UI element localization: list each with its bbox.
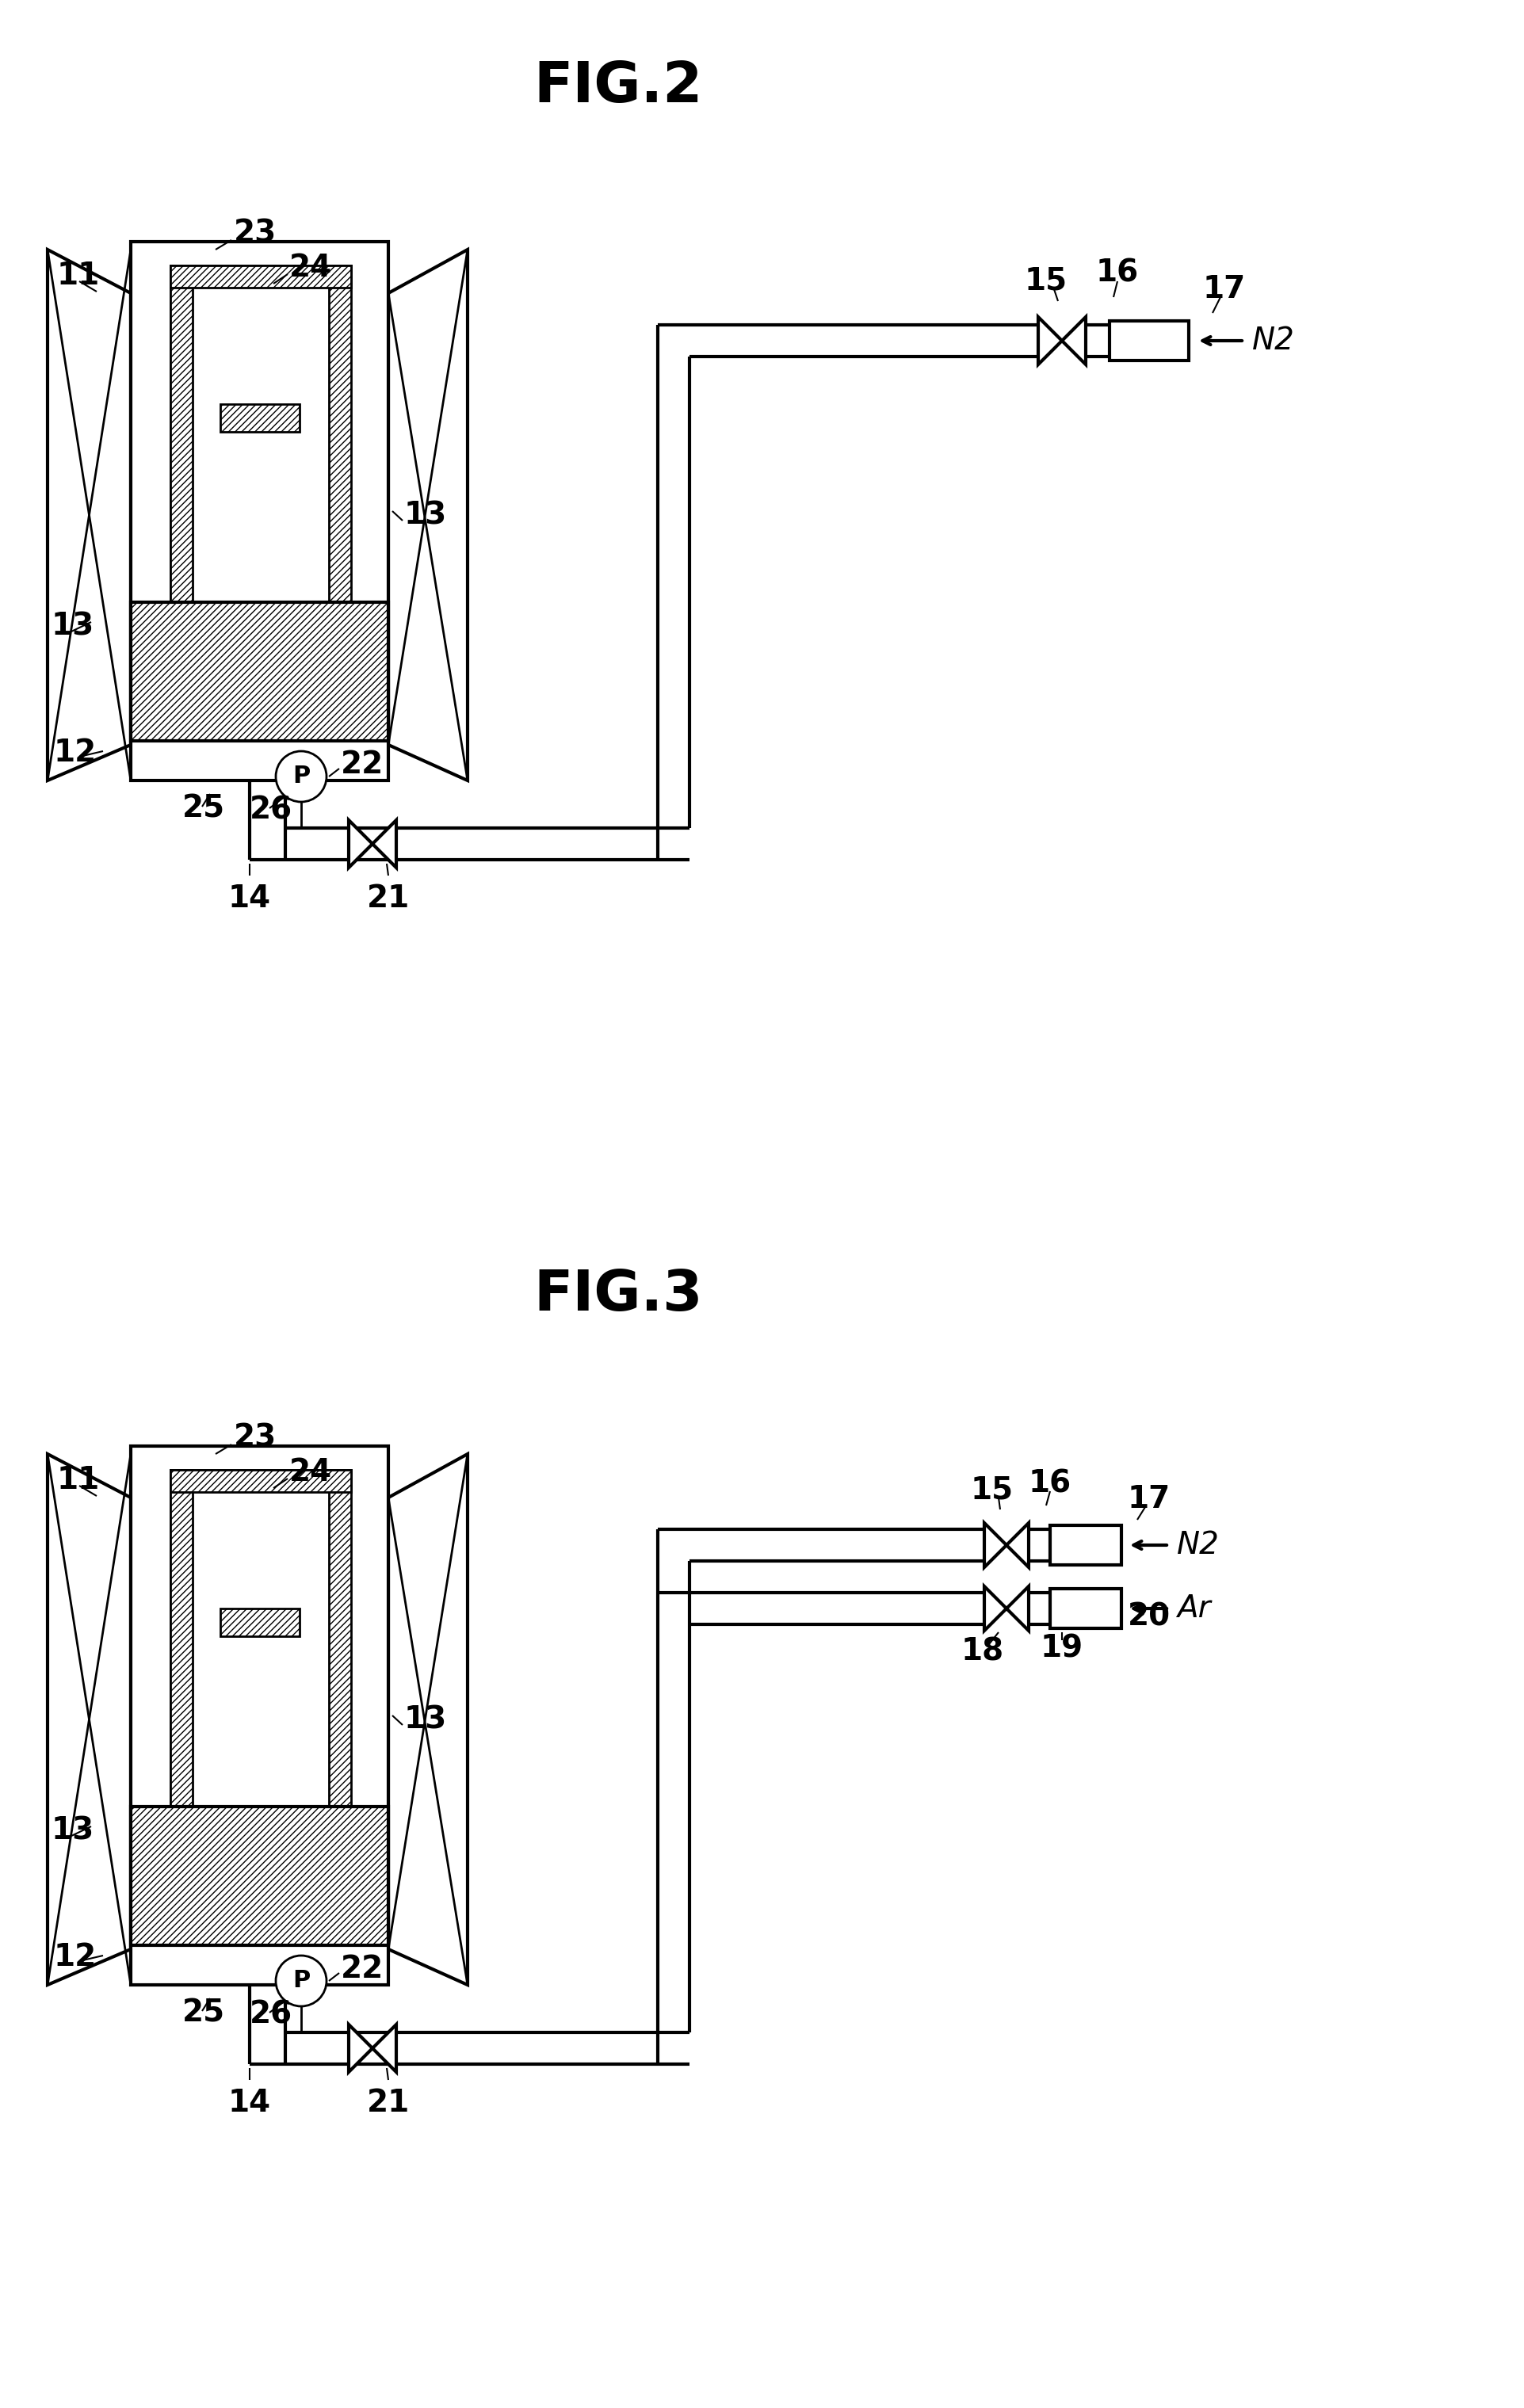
Text: 26: 26	[250, 2001, 293, 2030]
Text: N2: N2	[1177, 1529, 1219, 1560]
Bar	[131, 241, 389, 780]
Polygon shape	[372, 821, 396, 867]
Polygon shape	[389, 250, 468, 780]
Text: 17: 17	[1128, 1483, 1170, 1515]
Text: 12: 12	[53, 1943, 98, 1972]
Polygon shape	[1038, 318, 1061, 364]
Text: Ar: Ar	[1177, 1594, 1210, 1623]
Polygon shape	[372, 2025, 396, 2071]
Text: 13: 13	[52, 612, 94, 641]
Text: 21: 21	[367, 884, 410, 913]
Text: FIG.2: FIG.2	[533, 60, 703, 113]
Text: 26: 26	[250, 795, 293, 826]
Text: 12: 12	[53, 737, 98, 768]
Text: P: P	[293, 766, 309, 787]
Polygon shape	[1061, 318, 1085, 364]
Text: 13: 13	[404, 1705, 447, 1734]
Polygon shape	[47, 1454, 131, 1984]
Text: 18: 18	[960, 1637, 1004, 1666]
Text: 22: 22	[340, 749, 384, 780]
Text: 13: 13	[52, 1816, 94, 1845]
Bar	[219, 405, 299, 431]
Polygon shape	[349, 821, 372, 867]
Text: 19: 19	[1039, 1633, 1084, 1664]
Bar	[171, 1469, 349, 1866]
Text: 23: 23	[233, 219, 277, 248]
Text: P: P	[293, 1970, 309, 1991]
Text: 25: 25	[183, 1999, 226, 2028]
Text: 17: 17	[1202, 275, 1245, 303]
Polygon shape	[349, 2025, 372, 2071]
Polygon shape	[1006, 1522, 1029, 1568]
Text: 25: 25	[183, 792, 226, 824]
Bar	[329, 1469, 351, 1866]
Bar	[171, 265, 349, 662]
Bar	[171, 265, 192, 662]
Text: FIG.3: FIG.3	[533, 1267, 703, 1322]
Bar	[171, 265, 351, 287]
Polygon shape	[1006, 1587, 1029, 1630]
Bar	[1050, 1524, 1120, 1565]
Bar	[1050, 1589, 1120, 1628]
Circle shape	[276, 751, 326, 802]
Text: 22: 22	[340, 1953, 384, 1984]
Text: 24: 24	[290, 1457, 332, 1488]
Bar	[131, 1806, 389, 1946]
Text: 13: 13	[404, 501, 447, 530]
Text: 14: 14	[229, 2088, 271, 2119]
Text: N2: N2	[1251, 325, 1294, 356]
Text: 11: 11	[56, 1464, 101, 1495]
Text: 16: 16	[1096, 258, 1138, 289]
Text: 20: 20	[1128, 1601, 1170, 1633]
Text: 15: 15	[971, 1474, 1013, 1505]
Text: 11: 11	[56, 260, 101, 291]
Text: 21: 21	[367, 2088, 410, 2119]
Bar	[329, 265, 351, 662]
Text: 16: 16	[1029, 1469, 1071, 1498]
Bar	[131, 602, 389, 742]
Bar	[171, 1469, 351, 1493]
Polygon shape	[389, 1454, 468, 1984]
Text: 14: 14	[229, 884, 271, 913]
Polygon shape	[985, 1522, 1006, 1568]
Circle shape	[276, 1955, 326, 2006]
Text: 23: 23	[233, 1423, 277, 1452]
Polygon shape	[985, 1587, 1006, 1630]
Bar	[171, 1469, 192, 1866]
Bar	[1109, 320, 1189, 361]
Bar	[219, 1609, 299, 1635]
Text: 24: 24	[290, 253, 332, 282]
Bar	[131, 1447, 389, 1984]
Text: 15: 15	[1024, 267, 1067, 296]
Polygon shape	[47, 250, 131, 780]
